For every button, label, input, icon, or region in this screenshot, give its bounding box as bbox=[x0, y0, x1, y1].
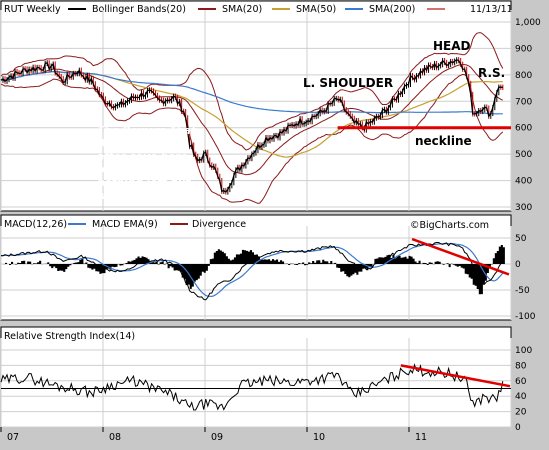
macd-title: MACD(12,26) bbox=[4, 219, 67, 230]
neckline-label: neckline bbox=[415, 134, 472, 148]
sma50-legend-swatch bbox=[272, 8, 290, 10]
rsi-panel-bg bbox=[0, 326, 512, 428]
x-tick-label: 11 bbox=[415, 432, 427, 443]
price-legend-swatch bbox=[68, 8, 86, 10]
rsi-title: Relative Strength Index(14) bbox=[4, 331, 135, 342]
macd-legend-swatch bbox=[68, 223, 86, 225]
macd-y-ticks: 50 0 -50 -100 bbox=[515, 234, 536, 322]
price-legend: RUT Weekly Bollinger Bands(20) SMA(20) S… bbox=[4, 4, 513, 15]
macd-divergence-histogram bbox=[1, 245, 505, 295]
price-title: RUT Weekly bbox=[4, 4, 61, 15]
legend-bollinger: Bollinger Bands(20) bbox=[92, 4, 186, 15]
legend-sma50: SMA(50) bbox=[296, 4, 336, 15]
price-tick-label: 500 bbox=[515, 150, 532, 160]
note-line-5: nothing left but bbox=[97, 177, 191, 189]
legend-sma200: SMA(200) bbox=[369, 4, 415, 15]
price-close-line bbox=[0, 59, 503, 193]
rsi-tick-label: 100 bbox=[515, 346, 532, 356]
price-panel-bg bbox=[0, 0, 512, 212]
sma200-line bbox=[0, 70, 503, 115]
price-tick-label: 900 bbox=[515, 44, 532, 54]
chart-date: 11/13/11 bbox=[470, 4, 513, 15]
rsi-tick-label: 0 bbox=[515, 423, 521, 433]
right-shoulder-label: R.S. bbox=[478, 66, 505, 80]
left-shoulder-label: L. SHOULDER bbox=[303, 76, 393, 90]
price-tick-label: 400 bbox=[515, 177, 532, 187]
legend-divergence: Divergence bbox=[192, 219, 246, 230]
head-label: HEAD bbox=[433, 39, 471, 53]
note-line-3: after save here, bbox=[97, 151, 191, 163]
note-line-1: The Powers That bbox=[97, 125, 197, 137]
macd-trendline bbox=[411, 237, 510, 276]
rsi-y-ticks: 100 80 60 40 20 0 bbox=[515, 346, 532, 433]
divergence-legend-swatch bbox=[427, 8, 445, 10]
x-tick-label: 09 bbox=[211, 432, 223, 443]
annotation-note: The Powers That Be made save after save … bbox=[97, 125, 197, 202]
rsi-tick-label: 60 bbox=[515, 377, 527, 387]
rsi-trendline bbox=[400, 364, 511, 388]
rsi-tick-label: 80 bbox=[515, 361, 527, 371]
rsi-gridlines bbox=[0, 338, 512, 431]
macd-tick-label: -50 bbox=[515, 286, 530, 296]
rsi-tick-label: 20 bbox=[515, 408, 527, 418]
price-y-ticks: 300 400 500 600 700 800 900 1,000 bbox=[515, 18, 541, 213]
divergence-swatch bbox=[170, 223, 188, 225]
legend-macd-ema: MACD EMA(9) bbox=[92, 219, 158, 230]
watermark: ©BigCharts.com bbox=[410, 220, 489, 231]
price-tick-label: 700 bbox=[515, 97, 532, 107]
bollinger-legend-swatch bbox=[198, 8, 216, 10]
x-tick-label: 08 bbox=[109, 432, 121, 443]
note-line-6: words & rumors. bbox=[97, 190, 196, 202]
price-tick-label: 1,000 bbox=[515, 18, 541, 28]
macd-panel-bg bbox=[0, 214, 512, 321]
price-tick-label: 300 bbox=[515, 203, 532, 213]
macd-tick-label: -100 bbox=[515, 312, 536, 322]
x-axis: 07 08 09 10 11 bbox=[0, 427, 427, 443]
note-line-2: Be made save bbox=[97, 138, 179, 150]
macd-legend: MACD(12,26) MACD EMA(9) Divergence ©BigC… bbox=[4, 219, 489, 231]
macd-tick-label: 50 bbox=[515, 234, 527, 244]
rsi-tick-label: 40 bbox=[515, 392, 527, 402]
note-line-4: but now there's bbox=[97, 164, 190, 176]
bollinger-upper-band bbox=[0, 32, 504, 151]
price-tick-label: 600 bbox=[515, 124, 532, 134]
price-gridlines bbox=[0, 10, 512, 211]
bollinger-lower-band bbox=[0, 73, 504, 204]
price-tick-label: 800 bbox=[515, 71, 532, 81]
macd-line bbox=[0, 242, 504, 301]
macd-ema-line bbox=[0, 242, 504, 298]
legend-sma20: SMA(20) bbox=[222, 4, 262, 15]
sma200-legend-swatch bbox=[345, 8, 363, 10]
x-tick-label: 10 bbox=[313, 432, 325, 443]
macd-tick-label: 0 bbox=[515, 260, 521, 270]
x-tick-label: 07 bbox=[7, 432, 19, 443]
